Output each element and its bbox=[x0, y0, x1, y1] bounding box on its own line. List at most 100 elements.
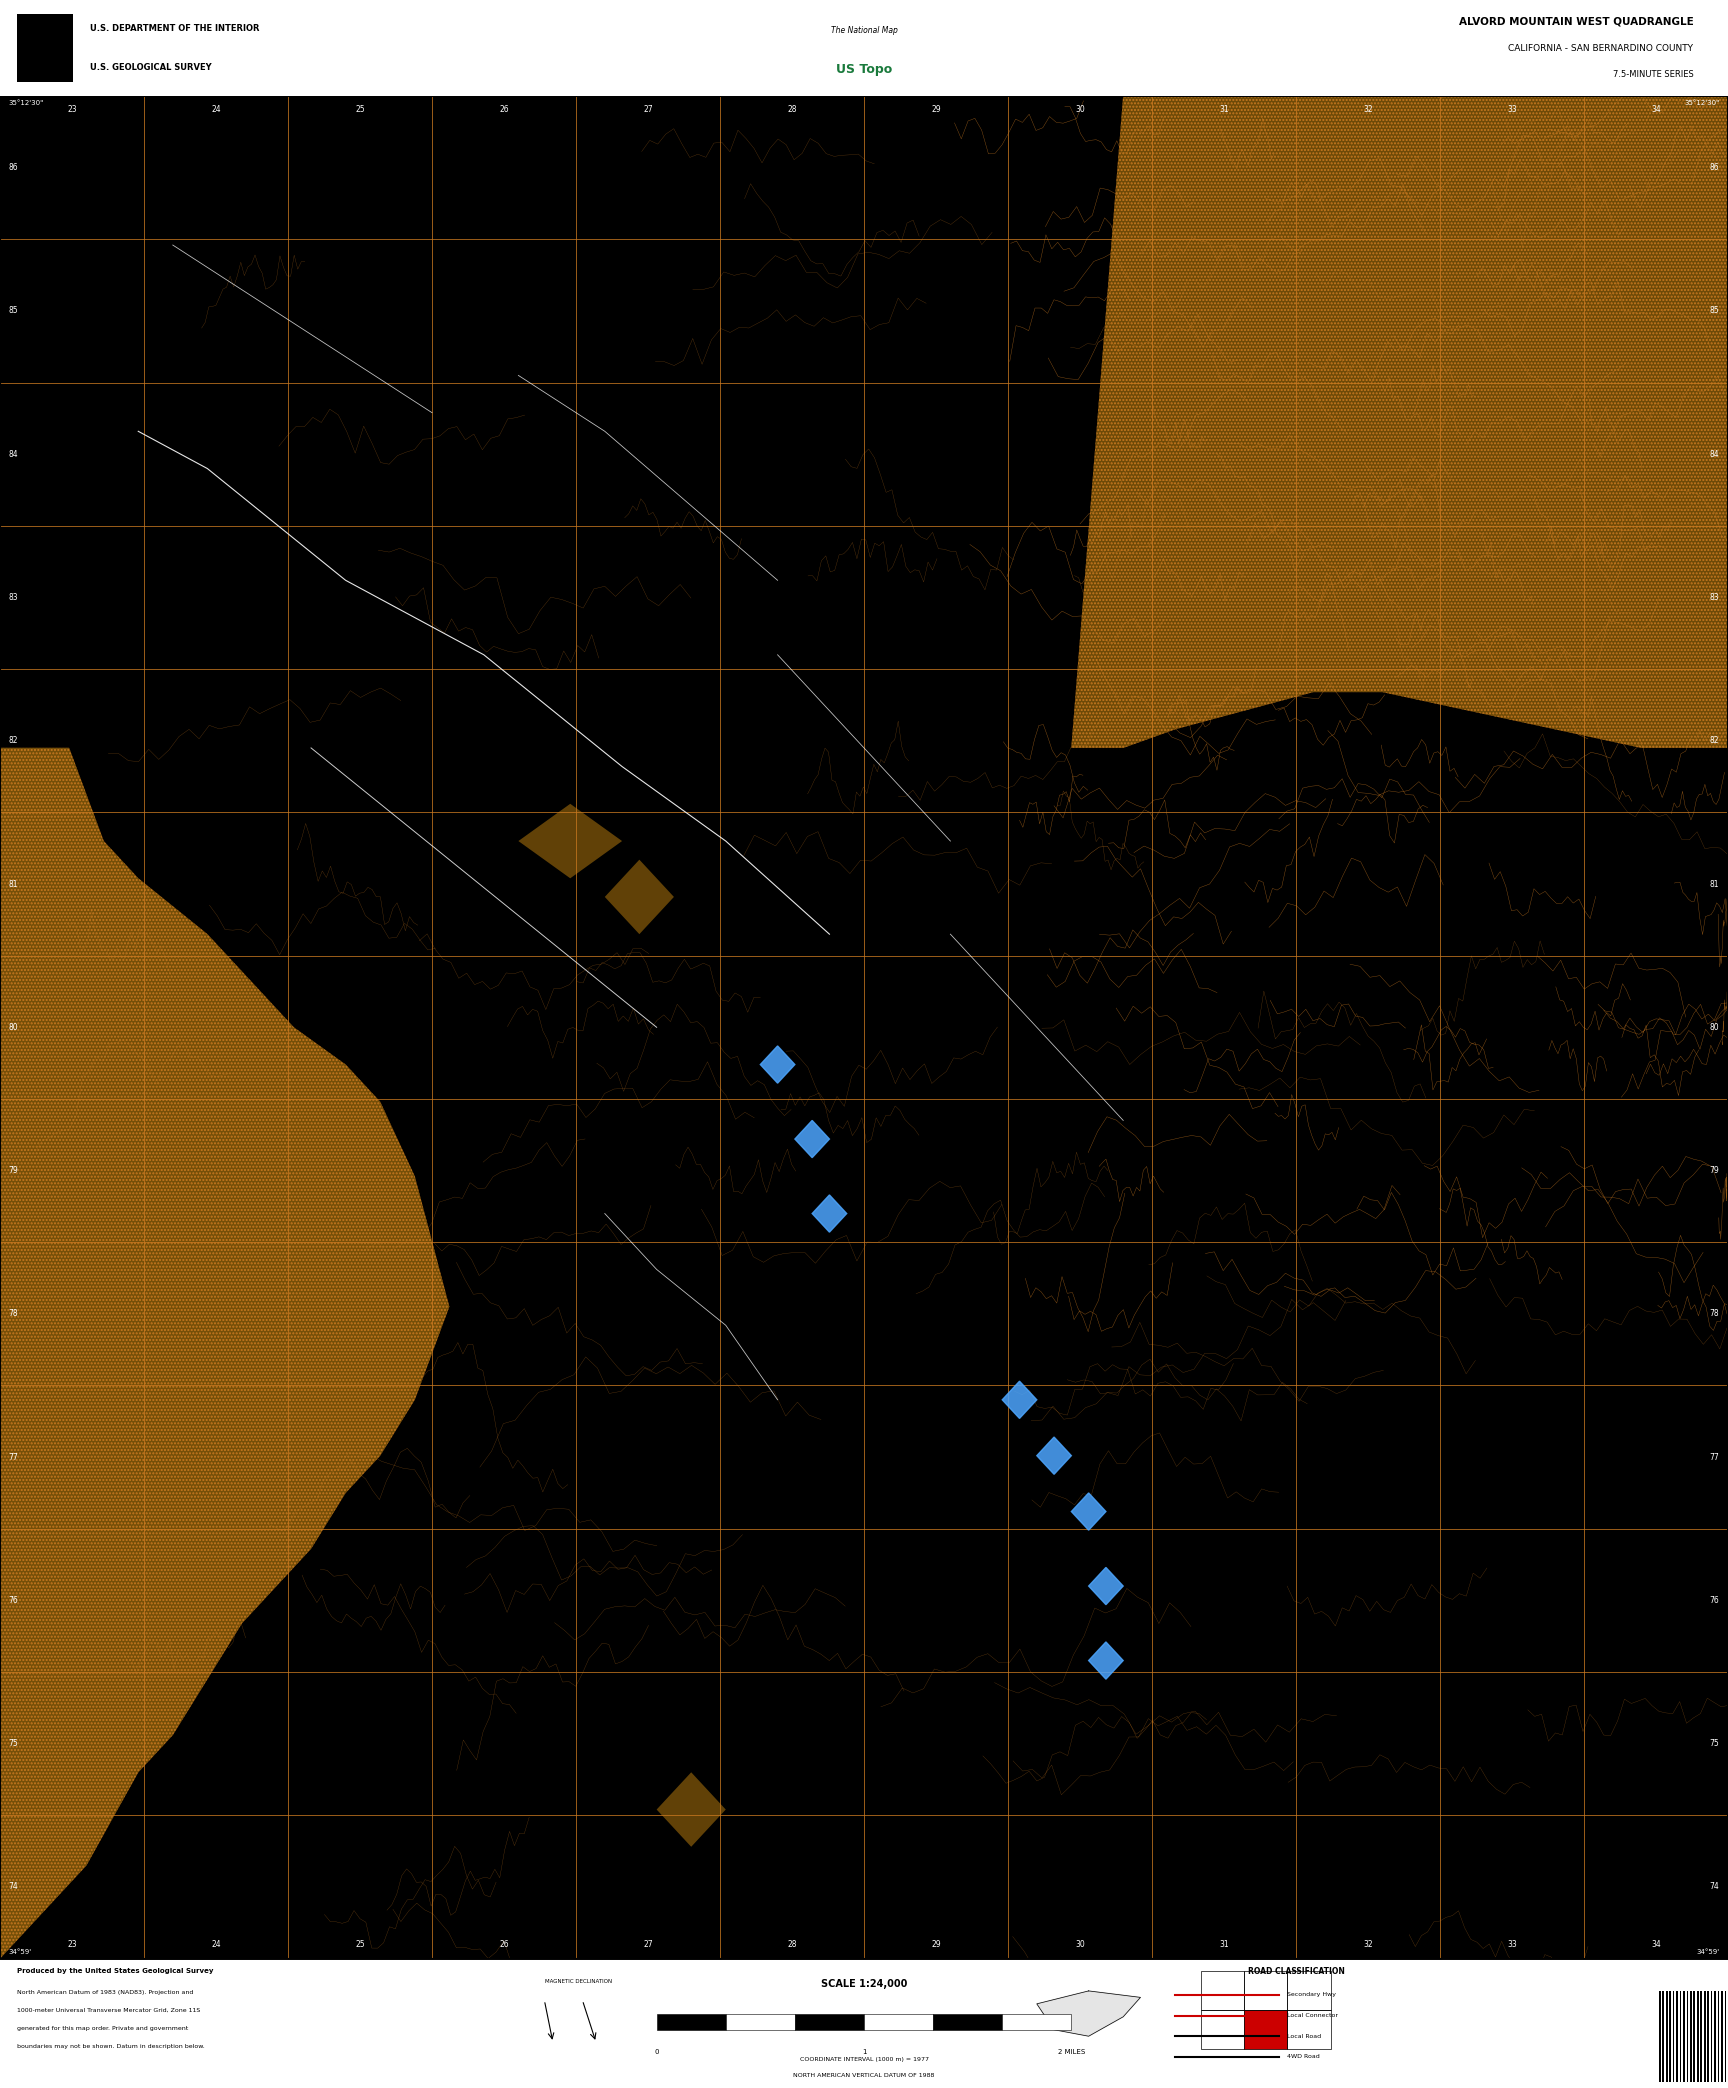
Text: generated for this map order. Private and government: generated for this map order. Private an… bbox=[17, 2025, 188, 2032]
Bar bbox=[1690, 1992, 1692, 2082]
Bar bbox=[1244, 2011, 1287, 2048]
Text: 79: 79 bbox=[1709, 1165, 1719, 1176]
Text: 26: 26 bbox=[499, 104, 508, 115]
Text: 85: 85 bbox=[1709, 307, 1719, 315]
Polygon shape bbox=[760, 1046, 795, 1084]
Text: 75: 75 bbox=[9, 1739, 19, 1748]
Text: 82: 82 bbox=[9, 737, 17, 745]
Bar bbox=[1707, 1992, 1709, 2082]
Text: 26: 26 bbox=[499, 1940, 508, 1950]
Text: MAGNETIC DECLINATION: MAGNETIC DECLINATION bbox=[546, 1979, 612, 1984]
Text: 83: 83 bbox=[1709, 593, 1719, 601]
Polygon shape bbox=[605, 860, 674, 933]
Bar bbox=[1725, 1992, 1726, 2082]
Bar bbox=[1704, 1992, 1706, 2082]
Text: 2 MILES: 2 MILES bbox=[1058, 2048, 1085, 2055]
Bar bbox=[933, 2015, 1002, 2030]
Polygon shape bbox=[657, 1773, 726, 1846]
Text: 28: 28 bbox=[788, 104, 797, 115]
Text: 0: 0 bbox=[655, 2048, 658, 2055]
Bar bbox=[1714, 1992, 1716, 2082]
Bar bbox=[1669, 1992, 1671, 2082]
Bar bbox=[1201, 1971, 1244, 2011]
Polygon shape bbox=[0, 748, 449, 1959]
Text: SCALE 1:24,000: SCALE 1:24,000 bbox=[821, 1979, 907, 1990]
Text: 31: 31 bbox=[1220, 104, 1229, 115]
Text: 83: 83 bbox=[9, 593, 19, 601]
Text: 35°12'30": 35°12'30" bbox=[9, 100, 43, 106]
Text: boundaries may not be shown. Datum in description below.: boundaries may not be shown. Datum in de… bbox=[17, 2044, 206, 2048]
Text: 74: 74 bbox=[1709, 1883, 1719, 1892]
Text: 80: 80 bbox=[1709, 1023, 1719, 1031]
Polygon shape bbox=[518, 804, 622, 879]
Polygon shape bbox=[1037, 1992, 1140, 2036]
Text: 7.5-MINUTE SERIES: 7.5-MINUTE SERIES bbox=[1612, 71, 1693, 79]
Text: 84: 84 bbox=[9, 449, 19, 459]
Text: U.S. DEPARTMENT OF THE INTERIOR: U.S. DEPARTMENT OF THE INTERIOR bbox=[90, 25, 259, 33]
Text: 79: 79 bbox=[9, 1165, 19, 1176]
Bar bbox=[1711, 1992, 1712, 2082]
Bar bbox=[726, 2015, 795, 2030]
Bar bbox=[1693, 1992, 1695, 2082]
Text: 78: 78 bbox=[1709, 1309, 1719, 1318]
Bar bbox=[795, 2015, 864, 2030]
Text: 27: 27 bbox=[643, 104, 653, 115]
Text: 25: 25 bbox=[356, 1940, 365, 1950]
Text: 76: 76 bbox=[1709, 1595, 1719, 1606]
Text: Local Road: Local Road bbox=[1287, 2034, 1322, 2038]
Polygon shape bbox=[1037, 1437, 1071, 1474]
Text: 33: 33 bbox=[1507, 104, 1517, 115]
Text: ALVORD MOUNTAIN WEST QUADRANGLE: ALVORD MOUNTAIN WEST QUADRANGLE bbox=[1458, 17, 1693, 27]
Text: NORTH AMERICAN VERTICAL DATUM OF 1988: NORTH AMERICAN VERTICAL DATUM OF 1988 bbox=[793, 2073, 935, 2078]
Bar bbox=[1659, 1992, 1661, 2082]
Text: 29: 29 bbox=[931, 1940, 940, 1950]
Polygon shape bbox=[1089, 1641, 1123, 1679]
Text: 78: 78 bbox=[9, 1309, 19, 1318]
Text: 30: 30 bbox=[1075, 104, 1085, 115]
Text: 34: 34 bbox=[1652, 104, 1661, 115]
Text: The National Map: The National Map bbox=[831, 27, 897, 35]
Bar bbox=[1721, 1992, 1723, 2082]
Text: 85: 85 bbox=[9, 307, 19, 315]
Bar bbox=[1244, 1971, 1287, 2011]
Text: 23: 23 bbox=[67, 1940, 76, 1950]
Text: CALIFORNIA - SAN BERNARDINO COUNTY: CALIFORNIA - SAN BERNARDINO COUNTY bbox=[1509, 44, 1693, 52]
Text: 28: 28 bbox=[788, 1940, 797, 1950]
Text: 75: 75 bbox=[1709, 1739, 1719, 1748]
Text: 25: 25 bbox=[356, 104, 365, 115]
Text: 30: 30 bbox=[1075, 1940, 1085, 1950]
Bar bbox=[864, 2015, 933, 2030]
Bar bbox=[1697, 1992, 1699, 2082]
Text: 1: 1 bbox=[862, 2048, 866, 2055]
Text: 77: 77 bbox=[9, 1453, 19, 1462]
Bar bbox=[1683, 1992, 1685, 2082]
Text: 4WD Road: 4WD Road bbox=[1287, 2055, 1320, 2059]
Text: 34°59': 34°59' bbox=[9, 1948, 31, 1954]
Polygon shape bbox=[1089, 1568, 1123, 1606]
Text: COORDINATE INTERVAL (1000 m) = 1977: COORDINATE INTERVAL (1000 m) = 1977 bbox=[800, 2057, 928, 2063]
Text: 24: 24 bbox=[211, 1940, 221, 1950]
Bar bbox=[1287, 2011, 1331, 2048]
Bar bbox=[1662, 1992, 1664, 2082]
Text: 32: 32 bbox=[1363, 104, 1372, 115]
Text: 24: 24 bbox=[211, 104, 221, 115]
Text: U.S. GEOLOGICAL SURVEY: U.S. GEOLOGICAL SURVEY bbox=[90, 63, 211, 71]
Bar bbox=[1680, 1992, 1681, 2082]
Text: 1000-meter Universal Transverse Mercator Grid, Zone 11S: 1000-meter Universal Transverse Mercator… bbox=[17, 2009, 200, 2013]
Text: 74: 74 bbox=[9, 1883, 19, 1892]
Text: 81: 81 bbox=[9, 879, 17, 889]
Text: 77: 77 bbox=[1709, 1453, 1719, 1462]
Text: 34°59': 34°59' bbox=[1697, 1948, 1719, 1954]
Text: 32: 32 bbox=[1363, 1940, 1372, 1950]
Text: 80: 80 bbox=[9, 1023, 19, 1031]
Text: 84: 84 bbox=[1709, 449, 1719, 459]
Text: ROAD CLASSIFICATION: ROAD CLASSIFICATION bbox=[1248, 1967, 1344, 1975]
Text: 34: 34 bbox=[1652, 1940, 1661, 1950]
Text: 35°12'30": 35°12'30" bbox=[1685, 100, 1719, 106]
Polygon shape bbox=[1071, 96, 1728, 748]
Bar bbox=[17, 15, 73, 81]
Bar bbox=[1718, 1992, 1719, 2082]
Bar bbox=[1287, 1971, 1331, 2011]
Text: 76: 76 bbox=[9, 1595, 19, 1606]
Bar bbox=[1201, 2011, 1244, 2048]
